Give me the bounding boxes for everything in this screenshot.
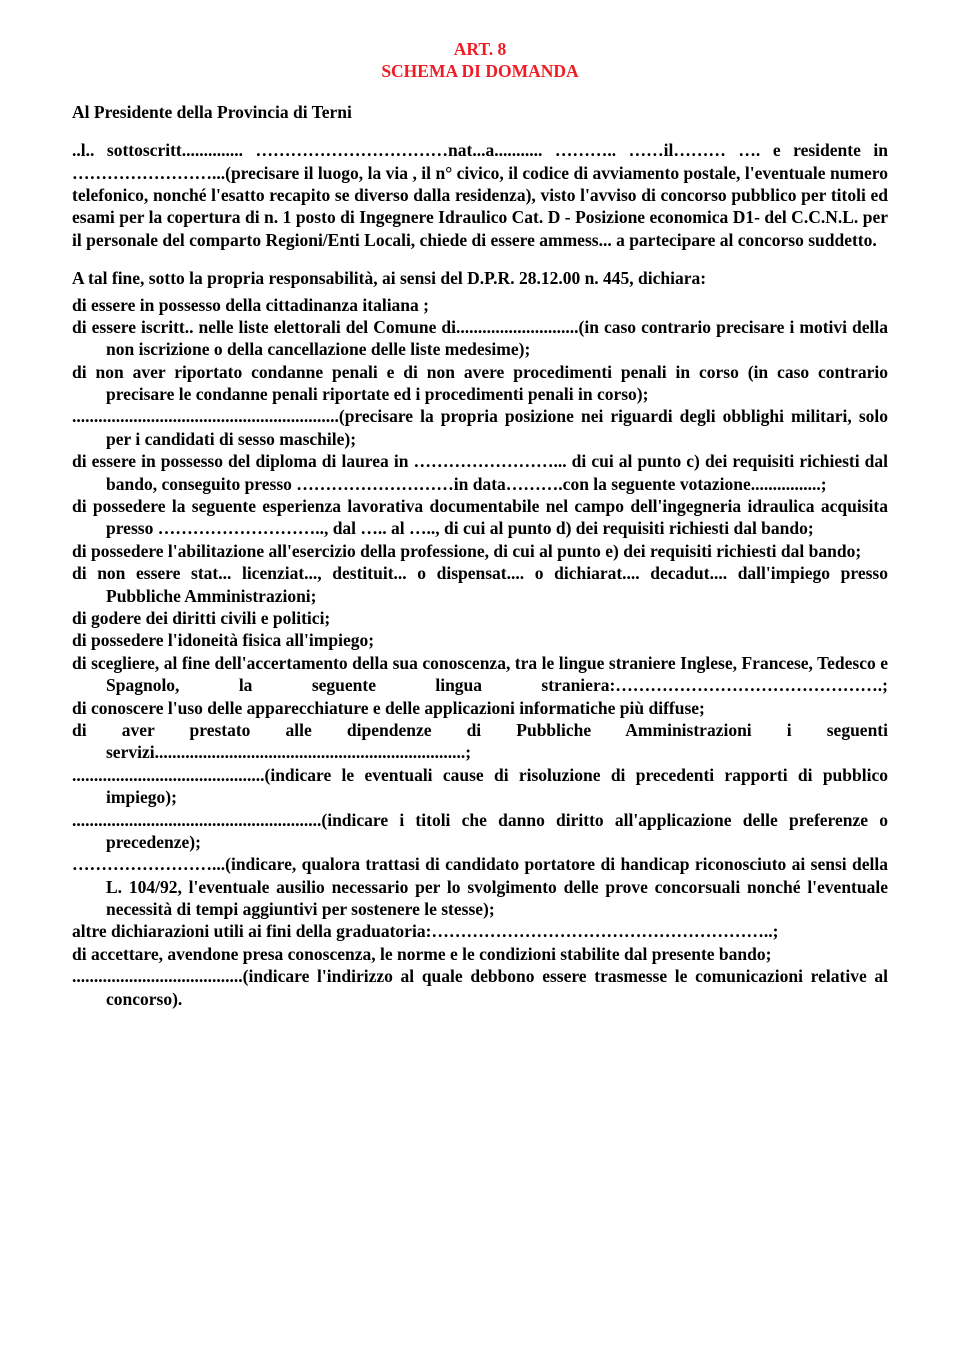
declaration-item: di essere iscritt.. nelle liste elettora… [72,316,888,361]
document-page: ART. 8 SCHEMA DI DOMANDA Al Presidente d… [0,0,960,1368]
declaration-item: .......................................(… [72,965,888,1010]
intro-line1-nat: nat...a........... ……….. ……il……… …. [448,140,760,160]
declaration-item: di scegliere, al fine dell'accertamento … [72,652,888,697]
heading-line-1: ART. 8 [72,38,888,60]
article-heading: ART. 8 SCHEMA DI DOMANDA [72,38,888,83]
declaration-item: di aver prestato alle dipendenze di Pubb… [72,719,888,764]
declaration-item: di possedere l'idoneità fisica all'impie… [72,629,888,651]
intro-block: ..l.. sottoscritt.............. ……………………… [72,139,888,251]
heading-line-2: SCHEMA DI DOMANDA [72,60,888,82]
addressee: Al Presidente della Provincia di Terni [72,101,888,123]
declaration-item: ........................................… [72,405,888,450]
intro-line1-mid: sottoscritt.............. …………………………… [94,140,448,160]
declaration-item: di accettare, avendone presa conoscenza,… [72,943,888,965]
declaration-item: di godere dei diritti civili e politici; [72,607,888,629]
declaration-item: di conoscere l'uso delle apparecchiature… [72,697,888,719]
declaration-item: ……………………...(indicare, qualora trattasi d… [72,853,888,920]
declaration-item: di possedere la seguente esperienza lavo… [72,495,888,540]
declaration-item: altre dichiarazioni utili ai fini della … [72,920,888,942]
declaration-item: di non essere stat... licenziat..., dest… [72,562,888,607]
declaration-item: di possedere l'abilitazione all'esercizi… [72,540,888,562]
intro-line1-pre: ..l.. [72,140,94,160]
declaration-item: ........................................… [72,764,888,809]
declaration-item: ........................................… [72,809,888,854]
declarations-list: di essere in possesso della cittadinanza… [72,294,888,1011]
declaration-item: di essere in possesso del diploma di lau… [72,450,888,495]
declaration-item: di non aver riportato condanne penali e … [72,361,888,406]
responsibility-line: A tal fine, sotto la propria responsabil… [72,267,888,289]
declaration-item: di essere in possesso della cittadinanza… [72,294,888,316]
